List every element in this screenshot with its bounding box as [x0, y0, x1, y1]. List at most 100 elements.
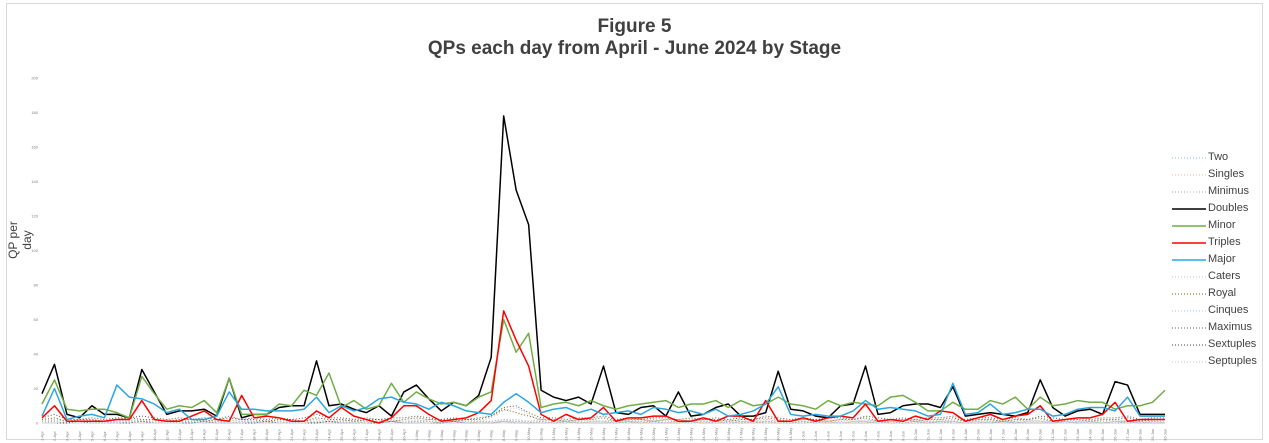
x-tick-label: 20-Apr — [277, 428, 282, 441]
legend-swatch — [1172, 174, 1206, 176]
x-tick-label: 21-Jun — [1050, 429, 1055, 441]
x-tick-label: 21-Apr — [289, 428, 294, 441]
x-tick-label: 20-May — [651, 428, 656, 441]
x-tick-label: 11-Apr — [164, 429, 169, 441]
x-tick-label: 5-Jun — [851, 431, 856, 441]
x-tick-label: 9-Jun — [900, 431, 905, 441]
x-tick-label: 5-May — [464, 430, 469, 441]
series-line-major — [41, 382, 1165, 421]
x-tick-label: 29-May — [763, 428, 768, 441]
x-tick-label: 14-Apr — [202, 428, 207, 441]
x-tick-label: 6-Jun — [863, 431, 868, 441]
legend-swatch — [1172, 225, 1206, 227]
legend-label: Two — [1208, 151, 1229, 163]
legend-swatch — [1172, 293, 1206, 295]
legend-label: Sextuples — [1208, 338, 1257, 350]
x-tick-label: 11-Jun — [925, 429, 930, 441]
x-tick-label: 12-Jun — [938, 429, 943, 441]
x-tick-label: 22-Jun — [1063, 429, 1068, 441]
x-tick-label: 22-May — [676, 428, 681, 441]
x-tick-label: 17-May — [613, 428, 618, 441]
legend-swatch — [1172, 276, 1206, 278]
x-tick-label: 31-May — [788, 428, 793, 441]
x-tick-label: 26-May — [726, 428, 731, 441]
x-tick-label: 15-May — [589, 428, 594, 441]
y-tick-label: 180 — [31, 110, 38, 115]
x-tick-label: 9-May — [514, 430, 519, 441]
x-tick-label: 27-Jun — [1125, 429, 1130, 441]
x-tick-label: 7-Jun — [876, 431, 881, 441]
x-tick-label: 13-May — [564, 428, 569, 441]
x-tick-label: 8-Apr — [127, 431, 132, 441]
x-tick-label: 23-Apr — [314, 428, 319, 441]
x-tick-label: 8-May — [501, 430, 506, 441]
y-tick-label: 80 — [34, 283, 39, 288]
chart-title-line1: Figure 5 — [597, 16, 672, 37]
x-tick-label: 25-Jun — [1100, 429, 1105, 441]
x-tick-label: 1-Apr — [40, 431, 45, 441]
y-tick-label: 160 — [31, 145, 38, 150]
x-tick-label: 13-Jun — [950, 429, 955, 441]
legend-swatch — [1172, 361, 1206, 363]
x-tick-label: 25-Apr — [339, 428, 344, 441]
x-tick-label: 24-Apr — [326, 428, 331, 441]
series-line-maximus — [41, 405, 1165, 421]
x-tick-label: 6-Apr — [102, 431, 107, 441]
x-tick-label: 2-May — [426, 430, 431, 441]
y-tick-label: 0 — [36, 421, 39, 426]
x-tick-label: 28-May — [751, 428, 756, 441]
legend-label: Singles — [1208, 168, 1245, 180]
x-tick-label: 25-May — [713, 428, 718, 441]
x-tick-label: 19-Apr — [264, 428, 269, 441]
series-line-doubles — [41, 115, 1165, 419]
x-tick-label: 16-May — [601, 428, 606, 441]
x-tick-label: 18-Apr — [252, 428, 257, 441]
x-tick-label: 12-May — [551, 428, 556, 441]
x-tick-label: 15-Apr — [214, 428, 219, 441]
x-tick-label: 11-May — [539, 428, 544, 441]
x-tick-label: 6-May — [476, 430, 481, 441]
x-tick-label: 29-Apr — [389, 428, 394, 441]
x-tick-label: 28-Jun — [1138, 429, 1143, 441]
legend-label: Minor — [1208, 219, 1236, 231]
x-tick-label: 8-Jun — [888, 431, 893, 441]
x-tick-label: 3-May — [439, 430, 444, 441]
legend-swatch — [1172, 344, 1206, 346]
legend-label: Caters — [1208, 270, 1241, 282]
x-tick-label: 24-Jun — [1088, 429, 1093, 441]
legend-label: Royal — [1208, 287, 1237, 299]
legend-swatch — [1172, 191, 1206, 193]
legend-label: Maximus — [1208, 321, 1253, 333]
legend-label: Doubles — [1208, 202, 1249, 214]
series-line-minor — [41, 318, 1166, 419]
x-tick-label: 2-Apr — [52, 431, 57, 441]
legend-label: Major — [1208, 253, 1236, 265]
x-tick-label: 27-Apr — [364, 428, 369, 441]
legend-label: Minimus — [1208, 185, 1249, 197]
y-tick-label: 40 — [34, 352, 39, 357]
x-tick-label: 30-May — [776, 428, 781, 441]
x-tick-label: 3-Jun — [826, 431, 831, 441]
x-tick-label: 28-Apr — [376, 428, 381, 441]
x-tick-label: 1-May — [414, 430, 419, 441]
x-tick-label: 1-Jun — [801, 431, 806, 441]
x-tick-label: 18-Jun — [1013, 429, 1018, 441]
legend-swatch — [1172, 208, 1206, 210]
y-tick-label: 20 — [34, 386, 39, 391]
x-tick-label: 14-May — [576, 428, 581, 441]
x-tick-label: 4-Apr — [77, 431, 82, 441]
x-tick-label: 17-Apr — [239, 428, 244, 441]
chart-title-line2: QPs each day from April - June 2024 by S… — [427, 38, 842, 59]
x-tick-label: 4-Jun — [838, 431, 843, 441]
legend-label: Cinques — [1208, 304, 1249, 316]
x-tick-label: 3-Apr — [64, 431, 69, 441]
x-tick-label: 9-Apr — [139, 431, 144, 441]
x-tick-label: 29-Jun — [1150, 429, 1155, 441]
legend-swatch — [1172, 310, 1206, 312]
x-tick-label: 10-May — [526, 428, 531, 441]
x-tick-label: 4-May — [451, 430, 456, 441]
x-tick-label: 24-May — [701, 428, 706, 441]
y-tick-label: 140 — [31, 179, 38, 184]
legend-label: Triples — [1208, 236, 1241, 248]
